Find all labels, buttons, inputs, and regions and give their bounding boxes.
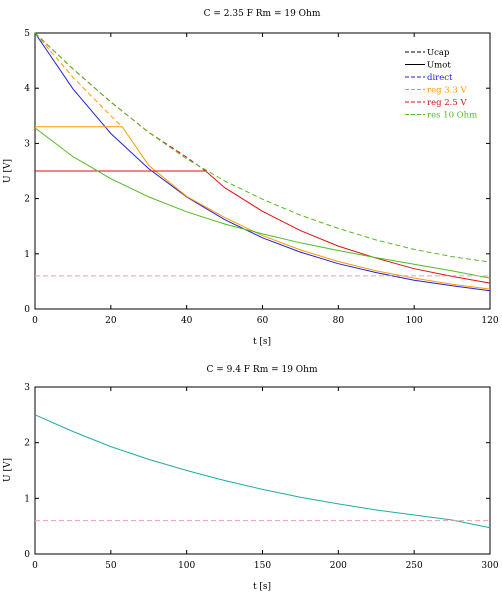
legend-label: reg 2.5 V <box>427 98 467 108</box>
chart-bottom-ylabel: U [V] <box>3 458 13 482</box>
chart-bottom-xlabel: t [s] <box>253 582 271 592</box>
chart-top-ylabel: U [V] <box>3 159 13 183</box>
series-line-reg-3-3-v-dashed <box>34 32 123 128</box>
x-tick-label: 250 <box>406 561 423 571</box>
x-tick-label: 200 <box>330 561 347 571</box>
legend-label: Umot <box>427 61 451 71</box>
x-tick-label: 20 <box>105 316 117 326</box>
series-line-direct-solid <box>34 32 491 292</box>
chart-bottom-ticks: 0 50 100 150 200 250 300 0 1 2 3 <box>24 383 499 571</box>
y-tick-label: 0 <box>24 305 30 315</box>
chart-top-ticks: 0 20 40 60 80 100 120 0 1 2 3 4 5 <box>24 29 499 326</box>
y-tick-label: 1 <box>24 494 30 504</box>
y-tick-label: 3 <box>24 139 30 149</box>
y-tick-label: 2 <box>24 439 30 449</box>
series-line-reg-3-3-v-solid <box>35 126 491 290</box>
x-tick-label: 120 <box>481 316 498 326</box>
y-tick-label: 3 <box>24 383 30 393</box>
x-tick-label: 0 <box>32 561 38 571</box>
x-tick-label: 100 <box>178 561 195 571</box>
y-tick-label: 1 <box>24 250 30 260</box>
series-line-res-10-ohm-dashed <box>34 32 491 263</box>
chart-bottom: C = 9.4 F Rm = 19 Ohm t [s] U [V] 0 50 100… <box>3 365 499 592</box>
x-tick-label: 80 <box>333 316 345 326</box>
legend-label: reg 3.3 V <box>427 86 467 96</box>
y-tick-label: 0 <box>24 550 30 560</box>
y-tick-label: 4 <box>24 84 30 94</box>
chart-top-title: C = 2.35 F Rm = 19 Ohm <box>204 9 321 19</box>
chart-bottom-plot-frame <box>34 386 491 555</box>
chart-bottom-title: C = 9.4 F Rm = 19 Ohm <box>206 365 317 375</box>
y-tick-label: 2 <box>24 195 30 205</box>
x-tick-label: 50 <box>105 561 117 571</box>
chart-top-legend: Ucap Umot direct reg 3.3 V reg 2.5 V res 10 O… <box>405 48 477 121</box>
series-line-reg-2-5-v-solid <box>35 170 491 284</box>
y-tick-label: 5 <box>24 29 30 39</box>
x-tick-label: 60 <box>257 316 269 326</box>
series-line-unnamed-solid <box>34 414 491 529</box>
legend-label: direct <box>427 73 453 83</box>
chart-top: C = 2.35 F Rm = 19 Ohm t [s] U [V] 0 20 40… <box>3 9 499 347</box>
legend-label: res 10 Ohm <box>427 111 477 121</box>
series-line-res-10-ohm-solid <box>34 127 491 279</box>
x-tick-label: 100 <box>406 316 423 326</box>
chart-top-series <box>34 32 491 292</box>
legend-label: Ucap <box>427 48 450 58</box>
series-line-reg-2-5-v-dashed <box>34 32 206 172</box>
chart-top-xlabel: t [s] <box>253 337 271 347</box>
x-tick-label: 40 <box>181 316 193 326</box>
x-tick-label: 0 <box>32 316 38 326</box>
x-tick-label: 300 <box>481 561 498 571</box>
chart-bottom-series <box>34 414 491 529</box>
x-tick-label: 150 <box>254 561 271 571</box>
